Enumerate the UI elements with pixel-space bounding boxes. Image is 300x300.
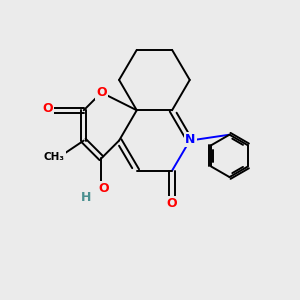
Text: O: O: [98, 182, 109, 195]
Text: H: H: [81, 191, 91, 205]
Text: CH₃: CH₃: [44, 152, 65, 162]
Text: O: O: [43, 102, 53, 115]
Text: N: N: [185, 133, 196, 146]
Text: O: O: [167, 197, 177, 210]
Text: O: O: [96, 86, 107, 99]
